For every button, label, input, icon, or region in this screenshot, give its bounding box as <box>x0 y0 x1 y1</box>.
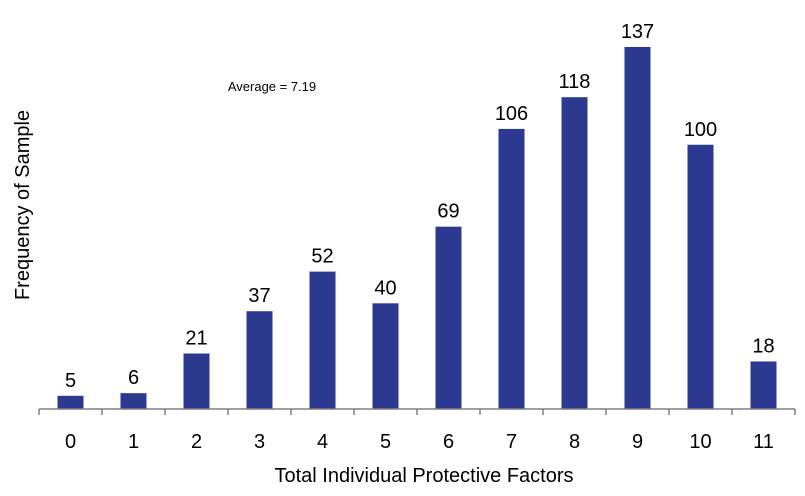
data-label-0: 5 <box>65 370 76 392</box>
x-tick-label-4: 4 <box>317 431 328 453</box>
data-label-4: 52 <box>311 246 333 268</box>
bar-3 <box>246 311 273 409</box>
x-axis-title: Total Individual Protective Factors <box>274 465 573 487</box>
x-tick-label-6: 6 <box>443 431 454 453</box>
x-tick-label-1: 1 <box>128 431 139 453</box>
x-tick-label-10: 10 <box>689 431 711 453</box>
bar-10 <box>687 144 714 409</box>
bar-6 <box>435 226 462 409</box>
x-tick-label-0: 0 <box>65 431 76 453</box>
data-label-6: 69 <box>437 201 459 223</box>
x-tick-label-8: 8 <box>569 431 580 453</box>
bar-5 <box>372 303 399 409</box>
data-label-2: 21 <box>185 328 207 350</box>
bar-4 <box>309 271 336 409</box>
data-label-8: 118 <box>559 71 591 93</box>
bar-1 <box>120 393 147 409</box>
data-label-11: 18 <box>752 335 774 357</box>
bars <box>57 47 777 409</box>
data-label-7: 106 <box>495 103 528 125</box>
data-label-3: 37 <box>248 285 270 307</box>
bar-7 <box>498 128 525 409</box>
x-tick-label-5: 5 <box>380 431 391 453</box>
y-axis-title: Frequency of Sample <box>12 110 34 300</box>
bar-2 <box>183 353 210 409</box>
data-label-9: 137 <box>621 21 654 43</box>
bar-8 <box>561 97 588 409</box>
x-tick-label-3: 3 <box>254 431 265 453</box>
data-label-10: 100 <box>684 119 717 141</box>
data-label-1: 6 <box>128 367 139 389</box>
x-tick-label-9: 9 <box>632 431 643 453</box>
bar-9 <box>624 47 651 409</box>
x-tick-label-11: 11 <box>753 431 774 453</box>
bar-11 <box>750 361 777 409</box>
bar-0 <box>57 395 84 409</box>
x-axis-ticks <box>38 409 796 415</box>
data-label-5: 40 <box>374 277 396 299</box>
x-tick-label-7: 7 <box>506 431 517 453</box>
data-labels: 5 6 21 37 52 40 69 106 118 137 100 18 <box>65 21 775 392</box>
average-annotation: Average = 7.19 <box>228 79 316 94</box>
x-tick-label-2: 2 <box>191 431 202 453</box>
x-axis-tick-labels: 0 1 2 3 4 5 6 7 8 9 10 11 <box>65 431 774 453</box>
